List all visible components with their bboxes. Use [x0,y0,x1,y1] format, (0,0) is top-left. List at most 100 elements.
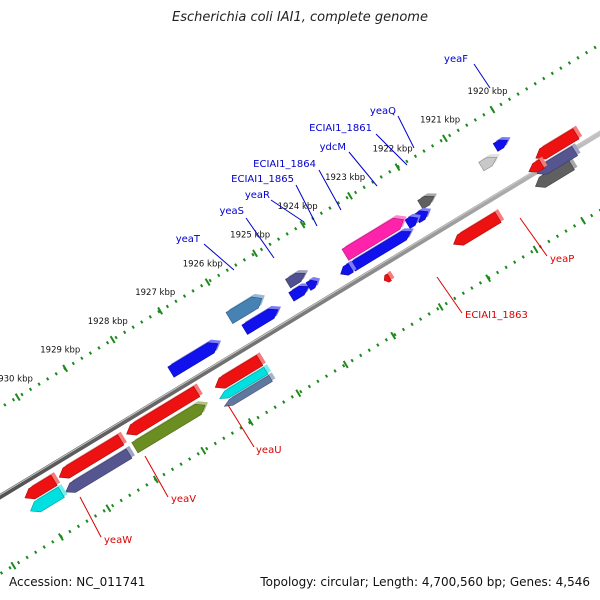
label-yeaV: yeaV [171,494,196,505]
label-yeaQ-leader [397,115,415,149]
gene-ecia1865[interactable] [340,260,357,276]
label-yeaP-leader [519,217,548,257]
label-yeaW-leader [79,496,102,538]
gene-slate-right[interactable] [536,143,581,175]
ruler-label: 1923 kbp [325,173,365,183]
gene-yeaS-a[interactable] [288,283,312,302]
ruler-tick [347,191,353,200]
gene-yeaU-red[interactable] [214,352,266,389]
label-ecia1864: ECIAI1_1864 [253,159,316,170]
gene-arrow-body [305,279,318,291]
label-yeaQ: yeaQ [370,106,396,117]
ruler-tick [485,274,492,283]
ruler-label: 1930 kbp [0,374,33,384]
gene-arrow-body [65,448,133,493]
label-yeaF-leader [473,63,491,89]
gene-yeaQ[interactable] [417,193,437,210]
gene-arrow-body [30,486,65,513]
gene-cyan-left-edge[interactable] [30,484,68,513]
gene-yeaV[interactable] [131,401,209,454]
ruler-tick [580,216,587,225]
ruler-tick [342,360,349,369]
gene-arrow-body [536,145,579,175]
ruler-label: 1920 kbp [468,87,508,97]
gene-red-small-right[interactable] [528,156,548,173]
gene-ecia1863[interactable] [383,270,395,283]
map-title: Escherichia coli IAI1, complete genome [172,10,428,25]
gene-arrow-body [288,286,309,302]
ruler-layer: 1920 kbp 1921 kbp 1922 kbp 1923 kbp 1924 kbp… [0,42,600,576]
ruler-tick [62,364,69,373]
accession-text: Accession: NC_011741 [9,575,146,589]
gene-ecia1861b[interactable] [404,213,421,229]
upper-ruler-dots [0,42,600,410]
ruler-tick [390,331,397,340]
gene-ydcM[interactable] [341,215,407,261]
ruler-tick [57,533,64,541]
ruler-tick [247,418,254,426]
lower-ruler-dots [0,208,600,576]
gene-arrow-body [167,342,219,378]
ruler-label: 1922 kbp [373,144,413,154]
gene-arrow-body [340,263,354,276]
label-ecia1865: ECIAI1_1865 [231,174,294,185]
gene-layer [24,125,583,513]
label-yeaW: yeaW [104,535,132,546]
gene-arrow-body [225,296,263,325]
gene-arrow-body [214,354,264,389]
ruler-tick [394,163,401,172]
label-yeaP: yeaP [550,254,574,265]
gene-slate-left[interactable] [65,445,135,493]
ruler-tick [152,475,159,484]
gene-arrow-body [404,216,419,229]
ruler-tick [252,249,258,258]
ruler-label: 1924 kbp [278,202,318,212]
gene-yeaF-adj[interactable] [492,137,511,152]
gene-yeaF[interactable] [478,154,500,172]
gene-blue-long[interactable] [167,339,221,378]
label-ecia1863: ECIAI1_1863 [465,310,528,321]
gene-arrow-body [383,273,392,283]
ruler-label: 1926 kbp [183,259,223,269]
gene-arrow-body [285,272,306,289]
ruler-tick [14,393,21,402]
gene-arrow-body [341,217,404,261]
gene-yeaR[interactable] [285,270,309,289]
label-ecia1861: ECIAI1_1861 [309,123,372,134]
gene-arrow-body [528,159,545,173]
ruler-label: 1921 kbp [420,116,460,126]
ruler-label: 1927 kbp [135,288,175,298]
label-ecia1864-leader [318,169,342,211]
gene-arrow-body [24,474,58,500]
label-yeaS-leader [245,217,275,259]
gene-red-mid[interactable] [126,383,203,436]
gene-arrow-body [219,366,269,400]
label-yeaS: yeaS [219,206,244,217]
ruler-tick [299,220,306,229]
ruler-tick [442,134,448,143]
gene-yeaU-cyan[interactable] [219,364,272,400]
ruler-label: 1928 kbp [88,317,128,327]
label-ydcM-leader [348,151,378,187]
ruler-label: 1925 kbp [230,231,270,241]
ruler-tick [105,504,112,513]
label-ecia1861-leader [375,133,408,166]
gene-arrow-body [478,156,498,172]
gene-yeaT[interactable] [225,293,265,325]
label-ecia1865-leader [295,184,318,227]
gene-yeaT-b[interactable] [241,306,282,335]
label-yeaR: yeaR [245,190,270,201]
ruler-tick [437,303,444,311]
gene-arrow-body [492,139,508,152]
ruler-tick [10,561,17,570]
gene-arrow-body [453,211,502,246]
label-yeaR-leader [270,199,305,223]
gene-yeaS-b[interactable] [305,277,321,291]
ruler-tick [157,306,164,315]
gene-yeaW[interactable] [58,431,127,479]
label-yeaT-leader [203,243,235,271]
gene-yeaP[interactable] [453,209,505,246]
gene-red-left-edge[interactable] [24,472,61,500]
ruler-tick [204,278,211,287]
